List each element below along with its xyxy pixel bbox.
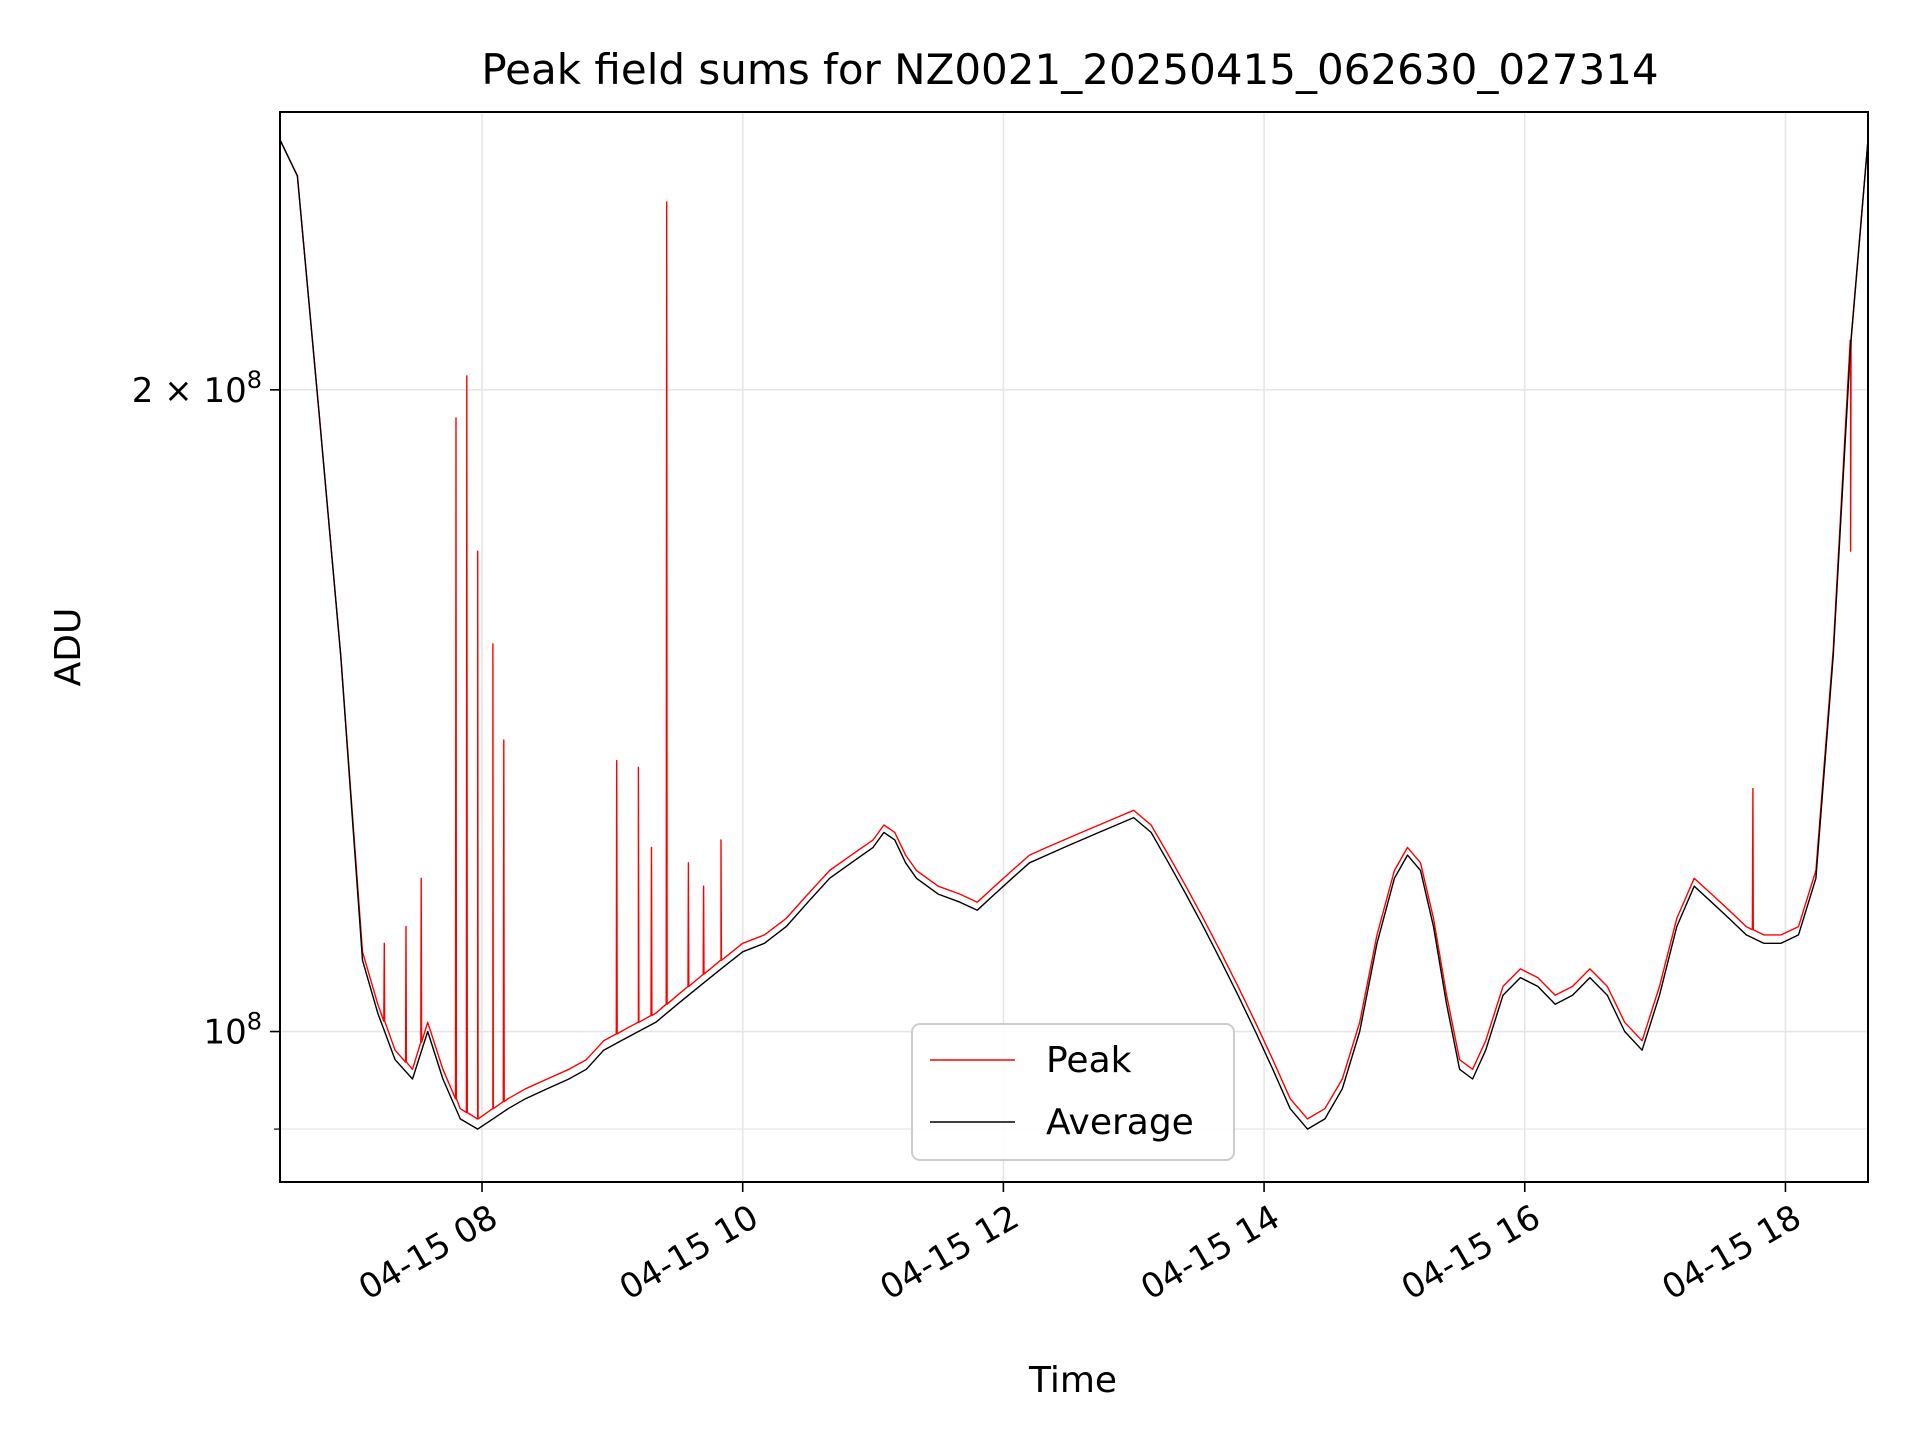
- y-tick-label: 2 × 108: [132, 366, 262, 411]
- x-axis-label: Time: [1028, 1360, 1117, 1401]
- legend-label-average: Average: [1046, 1102, 1194, 1143]
- legend-label-peak: Peak: [1046, 1040, 1132, 1081]
- y-tick-label: 108: [203, 1008, 262, 1053]
- series-line-peak: [279, 139, 1869, 1120]
- legend: Peak Average: [911, 1023, 1235, 1161]
- grid-lines: [280, 112, 1868, 1182]
- y-axis: 108 2 × 108: [132, 366, 280, 1130]
- series-layer: [279, 139, 1869, 1130]
- series-line-average: [279, 139, 1869, 1130]
- y-axis-label: ADU: [48, 608, 89, 687]
- legend-box: [911, 1023, 1235, 1161]
- chart-title: Peak field sums for NZ0021_20250415_0626…: [481, 45, 1658, 94]
- plot-frame: [279, 111, 1869, 1183]
